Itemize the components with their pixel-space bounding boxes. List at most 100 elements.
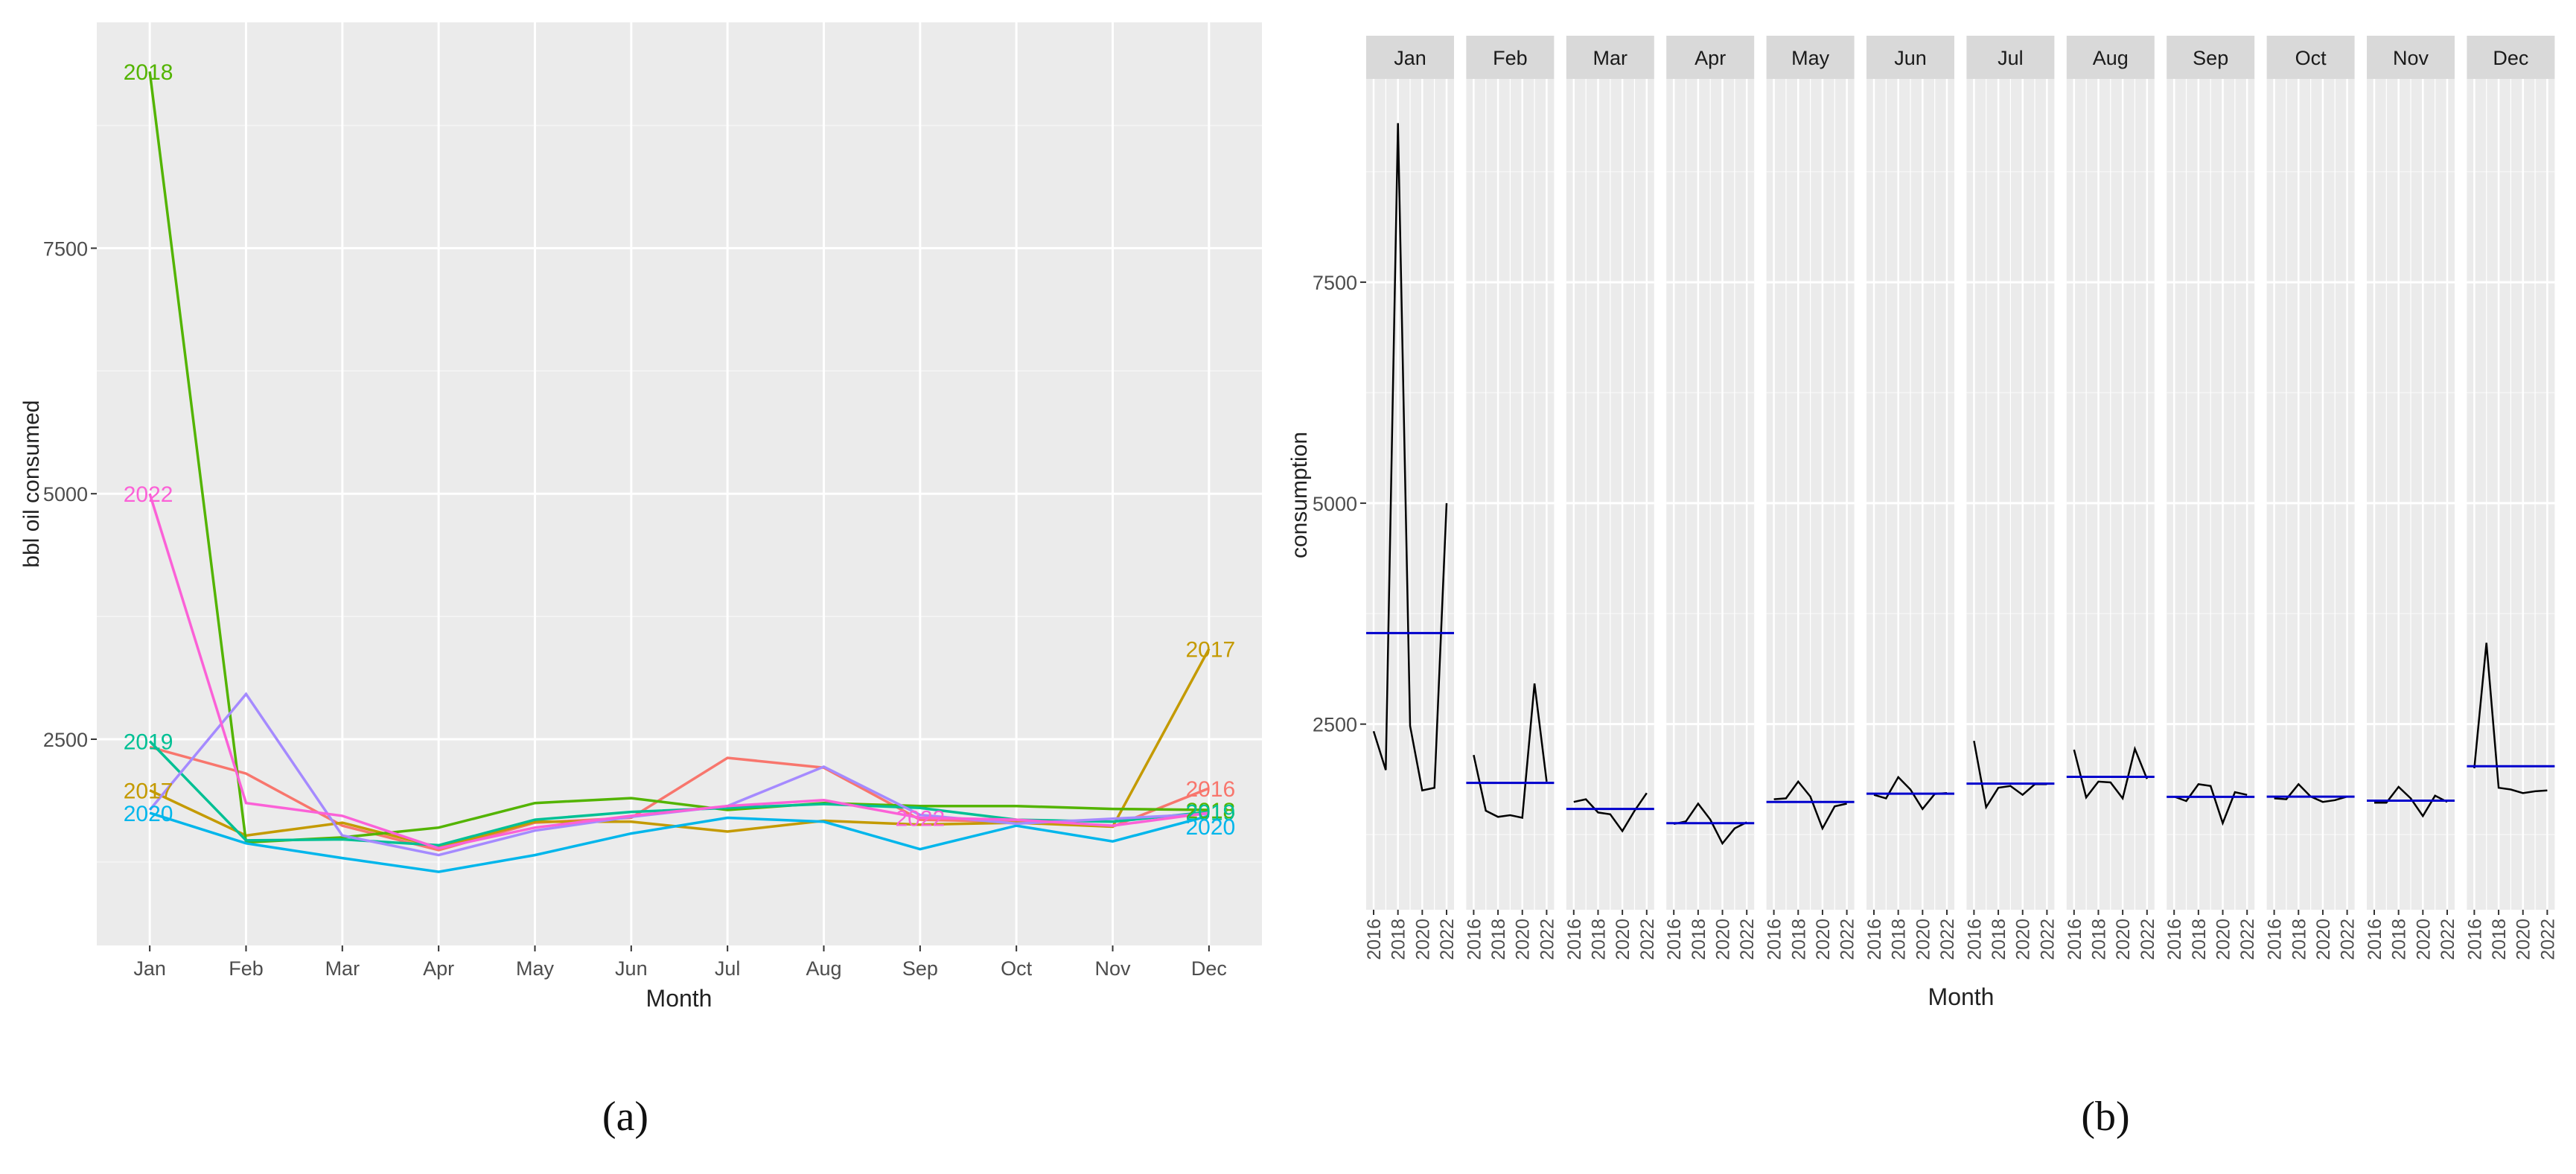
panel-a-x-tick-label: Feb [229, 957, 264, 980]
panel-a-gridlines [97, 22, 1262, 945]
panel-a-x-tick-label: Oct [1001, 957, 1033, 980]
facet-x-tick-label: 2020 [2213, 919, 2234, 960]
panel-a-series-lines [148, 71, 1211, 873]
facet-consumption-line [2173, 783, 2248, 826]
panel-b-y-axis: 2500 5000 7500 [1313, 272, 1366, 736]
facet-x-tick-label: 2022 [1637, 919, 1658, 960]
facet-consumption-line [2374, 785, 2448, 818]
facet-consumption-line [2073, 745, 2148, 801]
facet-x-tick-label: 2022 [2237, 919, 2258, 960]
facet-consumption-line [1573, 792, 1648, 833]
panel-a-series-labels: 2018202220192017202020172016201820192020… [124, 60, 1235, 840]
series-label-2020: 2020 [124, 802, 173, 826]
series-label-2022: 2022 [124, 482, 173, 507]
facet-strip [1866, 36, 1954, 79]
panel-a-x-tick-label: Apr [423, 957, 454, 980]
facet-x-tick-label: 2018 [1989, 919, 2009, 960]
series-label-2018: 2018 [1185, 799, 1235, 823]
facet-strip-label: Jun [1894, 47, 1927, 69]
facet-x-tick-label: 2016 [2164, 919, 2185, 960]
facet-strip-label: Feb [1493, 47, 1528, 69]
series-label-2017: 2017 [124, 779, 173, 804]
panel-a-y-axis: 2500 5000 7500 [43, 237, 97, 751]
facet-x-tick-label: 2022 [1537, 919, 1558, 960]
panel-a-y-tick-label: 5000 [43, 483, 88, 505]
panel-a-x-tick-label: Nov [1095, 957, 1132, 980]
facet-strip-label: Apr [1695, 47, 1726, 69]
facet-x-tick-label: 2016 [1364, 919, 1385, 960]
panel-b-x-axis-title: Month [1928, 983, 1995, 1010]
facet-x-tick-label: 2020 [1813, 919, 1834, 960]
panel-b-y-axis-title: consumption [1287, 432, 1312, 558]
facet-jun: Jun 2016 2018 2020 2022 [1864, 36, 1958, 960]
facet-x-tick-label: 2020 [2513, 919, 2534, 960]
facet-x-tick-label: 2018 [2489, 919, 2510, 960]
facet-strip [2467, 36, 2555, 79]
facet-x-tick-label: 2022 [1437, 919, 1458, 960]
facet-x-tick-label: 2016 [1564, 919, 1585, 960]
facet-consumption-line [1773, 779, 1847, 831]
panel-a-x-tick-label: Jul [715, 957, 741, 980]
panel-a-x-tick-label: Mar [325, 957, 360, 980]
facet-strip [1566, 36, 1654, 79]
facet-nov: Nov 2016 2018 2020 2022 [2365, 36, 2458, 960]
facet-x-tick-label: 2020 [2313, 919, 2334, 960]
facet-strip-label: Sep [2193, 47, 2228, 69]
series-line-2020 [149, 811, 1210, 873]
facet-x-tick-label: 2022 [2438, 919, 2458, 960]
facet-x-tick-label: 2016 [2464, 919, 2485, 960]
panel-a-x-tick-label: Dec [1191, 957, 1227, 980]
facet-dec: Dec 2016 2018 2020 2022 [2464, 36, 2558, 960]
facet-strip [2367, 36, 2455, 79]
facet-x-tick-label: 2016 [1964, 919, 1985, 960]
facet-jan: Jan 2016 2018 2020 2022 [1364, 36, 1458, 960]
facet-x-tick-label: 2022 [2537, 919, 2558, 960]
facet-x-tick-label: 2016 [1764, 919, 1785, 960]
facet-strip-label: May [1791, 47, 1830, 69]
facet-may: May 2016 2018 2020 2022 [1764, 36, 1858, 960]
panel-a-x-tick-label: Jun [615, 957, 648, 980]
facet-x-tick-label: 2022 [1737, 919, 1758, 960]
facet-x-tick-label: 2016 [2365, 919, 2385, 960]
facet-x-tick-label: 2018 [1788, 919, 1809, 960]
facet-strip [2266, 36, 2355, 79]
panel-a-y-tick-label: 2500 [43, 729, 88, 751]
facet-strip-label: Aug [2093, 47, 2129, 69]
facet-strip [2066, 36, 2155, 79]
facet-strip-label: Jan [1394, 47, 1426, 69]
facet-x-tick-label: 2018 [2389, 919, 2410, 960]
facet-x-tick-label: 2018 [1689, 919, 1709, 960]
facet-x-tick-label: 2022 [1937, 919, 1958, 960]
panel-a-x-tick-label: Sep [902, 957, 938, 980]
facet-x-tick-label: 2020 [1412, 919, 1433, 960]
facet-x-tick-label: 2022 [2137, 919, 2158, 960]
facet-x-tick-label: 2022 [1837, 919, 1858, 960]
facet-x-tick-label: 2016 [1664, 919, 1685, 960]
facet-x-tick-label: 2018 [1488, 919, 1509, 960]
facet-x-tick-label: 2018 [1588, 919, 1609, 960]
panel-a-x-tick-label: Aug [806, 957, 841, 980]
panel-a-caption: (a) [602, 1094, 648, 1140]
facet-consumption-line [1372, 123, 1448, 792]
facet-x-tick-label: 2020 [1613, 919, 1633, 960]
series-label-2018: 2018 [124, 60, 173, 85]
series-label-2017: 2017 [1185, 638, 1235, 663]
panel-b-y-tick-label: 2500 [1313, 714, 1357, 736]
facet-strip [1466, 36, 1555, 79]
facet-x-tick-label: 2020 [2013, 919, 2034, 960]
facet-consumption-line [1473, 683, 1548, 820]
series-label-2020: 2020 [1185, 815, 1235, 840]
facet-x-tick-label: 2022 [2037, 919, 2058, 960]
facet-strip [1666, 36, 1755, 79]
facet-x-tick-label: 2016 [2065, 919, 2085, 960]
panel-b-y-tick-label: 7500 [1313, 272, 1357, 294]
panel-b-caption: (b) [2081, 1094, 2129, 1140]
facet-x-tick-label: 2020 [2113, 919, 2134, 960]
facet-strip [1366, 36, 1454, 79]
facet-x-tick-label: 2018 [1389, 919, 1409, 960]
facet-strip-label: Jul [1998, 47, 2024, 69]
facet-x-tick-label: 2016 [1864, 919, 1885, 960]
facet-sep: Sep 2016 2018 2020 2022 [2164, 36, 2258, 960]
